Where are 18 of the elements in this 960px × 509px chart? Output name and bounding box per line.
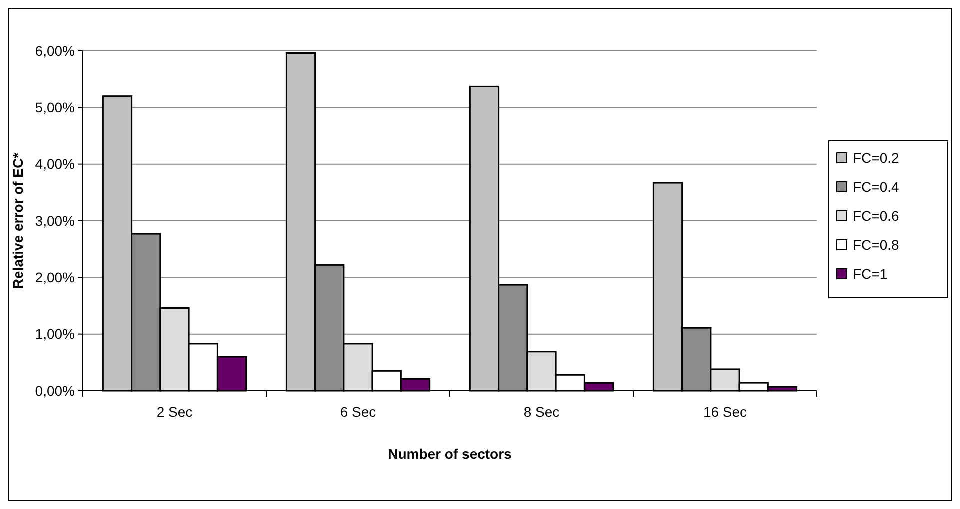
- legend-label: FC=0.6: [853, 208, 900, 224]
- legend-label: FC=0.2: [853, 150, 900, 166]
- x-tick-label: 2 Sec: [156, 404, 193, 420]
- y-axis-title: Relative error of EC*: [10, 152, 26, 290]
- y-tick-label: 2,00%: [35, 270, 75, 286]
- y-tick-label: 5,00%: [35, 100, 75, 116]
- x-tick-label: 6 Sec: [340, 404, 376, 420]
- legend-label: FC=0.8: [853, 237, 900, 253]
- y-tick-label: 0,00%: [35, 382, 75, 399]
- y-tick-label: 4,00%: [35, 156, 75, 172]
- x-axis-title: Number of sectors: [388, 446, 512, 462]
- y-tick-label: 1,00%: [35, 326, 75, 342]
- x-tick-label: 8 Sec: [524, 404, 560, 420]
- x-tick-label: 16 Sec: [703, 404, 748, 420]
- y-tick-label: 6,00%: [35, 42, 75, 59]
- legend-label: FC=1: [853, 266, 888, 282]
- y-tick-label: 3,00%: [35, 212, 75, 229]
- legend-label: FC=0.4: [853, 179, 900, 195]
